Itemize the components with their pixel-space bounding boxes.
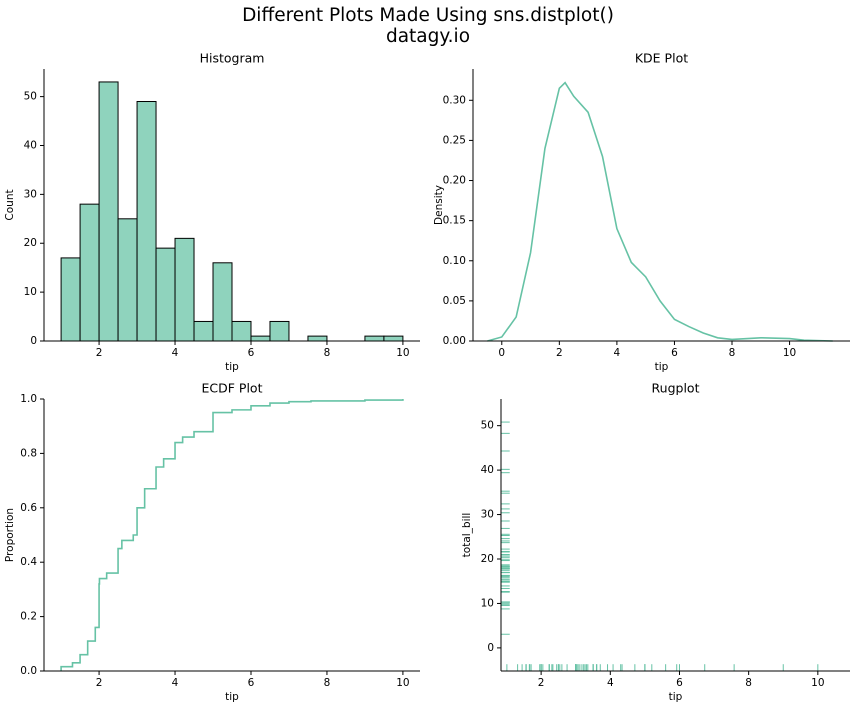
bar [60,257,81,342]
x-tick-label: 4 [172,677,179,689]
x-axis-label: tip [655,361,669,373]
x-tick-label: 6 [676,677,683,689]
y-tick-label: 30 [24,188,37,200]
axes-title: Histogram [200,51,265,66]
x-tick-label: 0 [498,347,505,359]
x-tick-label: 6 [248,347,255,359]
bar [231,320,252,342]
figure-subtitle: datagy.io [386,26,470,47]
y-tick-label: 0.25 [443,134,466,146]
figure-title: Different Plots Made Using sns.distplot(… [242,5,614,26]
x-tick-label: 8 [729,347,736,359]
x-tick-label: 10 [811,677,824,689]
x-axis-label: tip [225,361,239,373]
x-tick-label: 2 [96,677,103,689]
y-tick-label: 0.10 [443,255,466,267]
bar [174,237,195,342]
y-tick-label: 50 [24,91,37,103]
y-tick-label: 0.8 [20,447,37,459]
x-tick-label: 2 [556,347,563,359]
bar [269,320,290,342]
bar [364,335,385,342]
bar [383,335,404,342]
x-axis-label: tip [225,691,239,703]
y-tick-label: 0.2 [20,611,37,623]
y-tick-label: 10 [481,597,494,609]
axes-title: ECDF Plot [202,381,263,396]
y-tick-label: 1.0 [20,393,37,405]
x-tick-label: 8 [745,677,752,689]
bar [155,247,176,342]
x-tick-label: 4 [614,347,621,359]
x-tick-label: 4 [172,347,179,359]
y-tick-label: 0.4 [20,556,37,568]
bar [117,218,138,342]
x-axis-label: tip [669,691,683,703]
y-tick-label: 10 [24,286,37,298]
x-tick-label: 10 [783,347,796,359]
y-tick-label: 50 [481,420,494,432]
y-tick-label: 40 [481,464,494,476]
x-tick-label: 10 [396,677,409,689]
bar [79,203,100,342]
x-tick-label: 2 [96,347,103,359]
bar [250,335,271,342]
y-tick-label: 0.0 [20,665,37,677]
y-axis-label: total_bill [461,513,473,558]
x-tick-label: 6 [248,677,255,689]
y-axis-label: Proportion [4,508,16,562]
y-tick-label: 0.30 [443,94,466,106]
y-tick-label: 0.00 [443,335,466,347]
y-axis-label: Count [4,189,16,220]
y-tick-label: 0 [30,335,37,347]
bar [307,335,328,342]
kde-line [487,81,833,342]
y-tick-label: 0.20 [443,175,466,187]
bar [212,262,233,342]
bar [193,320,214,342]
x-tick-label: 6 [671,347,678,359]
y-tick-label: 0 [487,642,494,654]
y-axis-label: Density [433,185,445,225]
y-tick-label: 0.15 [443,215,466,227]
x-tick-label: 8 [324,347,331,359]
x-tick-label: 4 [607,677,614,689]
bar [98,81,119,342]
axes-title: Rugplot [652,381,700,396]
x-tick-label: 2 [538,677,545,689]
y-tick-label: 0.6 [20,502,37,514]
axes-title: KDE Plot [635,51,688,66]
bar [136,101,157,342]
y-tick-label: 40 [24,139,37,151]
x-tick-label: 8 [324,677,331,689]
x-tick-label: 10 [396,347,409,359]
y-tick-label: 0.05 [443,295,466,307]
y-tick-label: 30 [481,509,494,521]
y-tick-label: 20 [24,237,37,249]
y-tick-label: 20 [481,553,494,565]
ecdf-line [60,399,404,671]
